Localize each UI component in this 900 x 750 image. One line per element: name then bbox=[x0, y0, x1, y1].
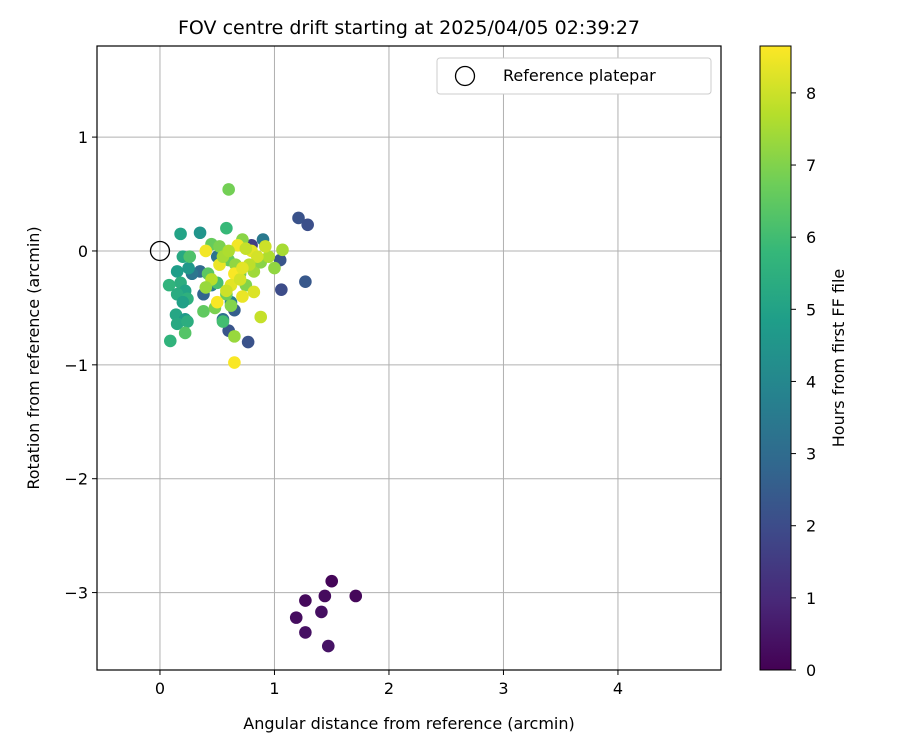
data-point bbox=[216, 315, 230, 328]
data-point bbox=[222, 244, 235, 258]
colorbar-tick-label: 2 bbox=[806, 517, 816, 536]
data-point bbox=[220, 284, 233, 298]
data-point bbox=[236, 290, 249, 303]
data-point bbox=[220, 221, 233, 235]
y-tick-label: 1 bbox=[78, 128, 88, 147]
reference-marker-layer bbox=[149, 240, 171, 262]
y-axis-label: Rotation from reference (arcmin) bbox=[24, 226, 43, 489]
x-tick-label: 2 bbox=[384, 679, 394, 698]
data-point bbox=[236, 261, 249, 275]
x-axis-ticks: 0 1 2 3 4 bbox=[155, 670, 623, 698]
legend-label-reference-platepar: Reference platepar bbox=[503, 66, 656, 85]
colorbar-tick-label: 8 bbox=[806, 84, 816, 103]
data-point bbox=[162, 278, 176, 292]
data-point bbox=[228, 356, 241, 369]
y-tick-label: −3 bbox=[64, 584, 88, 603]
data-point bbox=[199, 281, 213, 294]
x-tick-label: 4 bbox=[613, 679, 623, 698]
data-point bbox=[170, 317, 184, 331]
data-points bbox=[162, 183, 363, 653]
data-point bbox=[228, 330, 241, 343]
y-tick-label: 0 bbox=[78, 242, 88, 261]
data-point bbox=[325, 574, 339, 588]
colorbar-tick-label: 5 bbox=[806, 300, 816, 319]
data-point bbox=[224, 299, 238, 312]
colorbar-tick-label: 1 bbox=[806, 589, 816, 608]
data-point bbox=[247, 285, 261, 299]
colorbar-tick-label: 6 bbox=[806, 228, 816, 247]
legend: Reference platepar bbox=[436, 57, 712, 95]
data-point bbox=[183, 250, 197, 263]
data-point bbox=[178, 326, 192, 340]
data-point bbox=[262, 250, 276, 263]
data-point bbox=[259, 240, 272, 253]
data-point bbox=[182, 261, 195, 275]
data-point bbox=[276, 243, 289, 257]
colorbar-label: Hours from first FF file bbox=[829, 269, 848, 448]
x-tick-label: 3 bbox=[498, 679, 508, 698]
data-point bbox=[170, 265, 184, 278]
data-point bbox=[301, 218, 314, 232]
data-point bbox=[197, 305, 210, 318]
colorbar-ticks: 0 1 2 3 4 5 6 7 8 bbox=[791, 84, 816, 680]
x-axis-label: Angular distance from reference (arcmin) bbox=[243, 714, 574, 733]
data-point bbox=[254, 310, 268, 324]
data-point bbox=[241, 335, 255, 349]
chart-title: FOV centre drift starting at 2025/04/05 … bbox=[178, 17, 640, 39]
x-tick-label: 1 bbox=[269, 679, 279, 698]
legend-reference-marker bbox=[454, 65, 476, 87]
data-point bbox=[199, 244, 213, 258]
data-point bbox=[349, 589, 363, 603]
data-point bbox=[176, 295, 190, 309]
data-point bbox=[268, 261, 281, 275]
colorbar bbox=[759, 45, 792, 671]
data-point bbox=[250, 250, 264, 263]
y-tick-label: −2 bbox=[64, 470, 88, 489]
plot-area-frame bbox=[96, 45, 722, 671]
data-point bbox=[222, 183, 235, 196]
data-point bbox=[321, 639, 335, 653]
data-point bbox=[315, 605, 328, 619]
data-point bbox=[239, 242, 253, 255]
data-point bbox=[181, 315, 194, 328]
data-point bbox=[299, 275, 312, 289]
data-point bbox=[299, 626, 312, 639]
colorbar-tick-label: 4 bbox=[806, 372, 816, 391]
data-point bbox=[275, 283, 288, 296]
data-point bbox=[318, 589, 332, 603]
data-point bbox=[299, 594, 312, 607]
data-point bbox=[292, 211, 305, 225]
y-axis-ticks: 1 0 −1 −2 −3 bbox=[64, 128, 97, 603]
data-point bbox=[210, 295, 224, 309]
data-point bbox=[193, 226, 207, 240]
grid bbox=[97, 46, 721, 670]
data-point bbox=[174, 227, 187, 241]
reference-platepar-marker bbox=[149, 240, 171, 262]
y-tick-label: −1 bbox=[64, 356, 88, 375]
x-tick-label: 0 bbox=[155, 679, 165, 698]
data-point bbox=[233, 273, 247, 286]
data-point bbox=[289, 611, 303, 624]
colorbar-tick-label: 3 bbox=[806, 445, 816, 464]
colorbar-tick-label: 7 bbox=[806, 156, 816, 175]
legend-box bbox=[436, 57, 712, 95]
data-point bbox=[163, 334, 177, 348]
colorbar-tick-label: 0 bbox=[806, 661, 816, 680]
